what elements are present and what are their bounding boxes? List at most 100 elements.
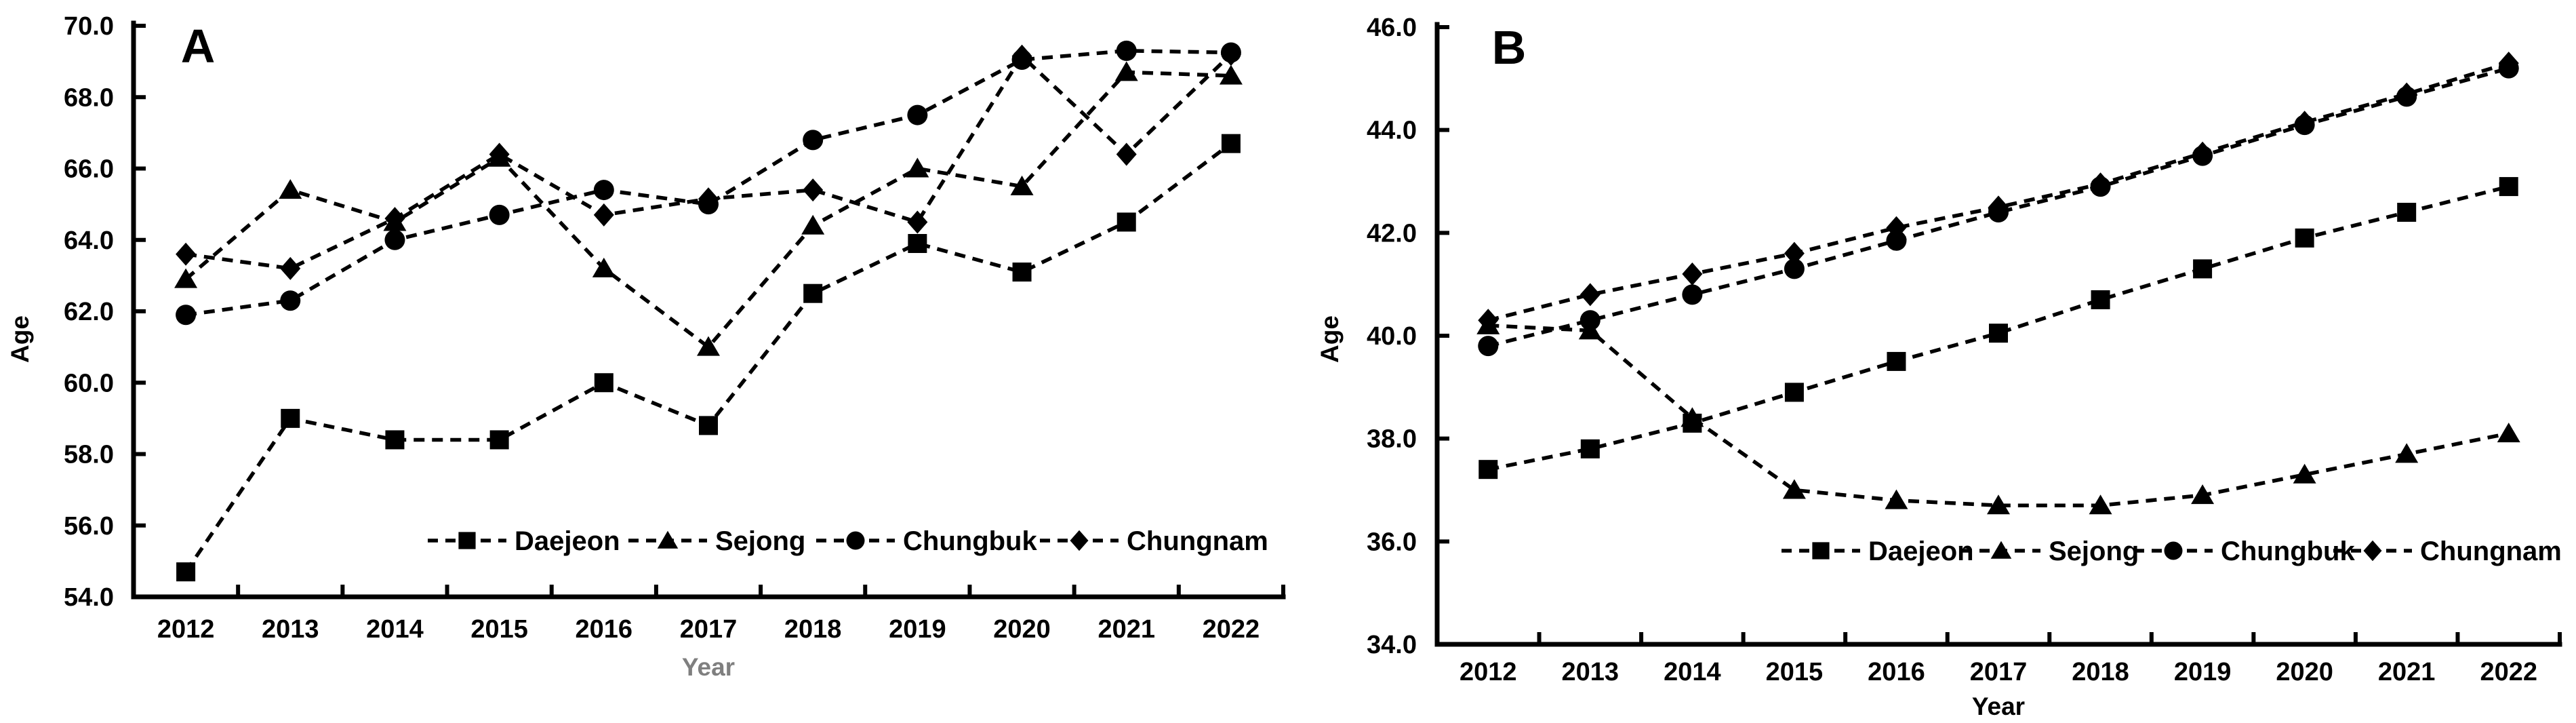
y-tick-label: 38.0 xyxy=(1367,425,1417,454)
triangle-marker xyxy=(697,336,720,356)
legend-item-chungnam: Chungnam xyxy=(1040,526,1268,556)
triangle-marker xyxy=(2395,443,2419,463)
series-line xyxy=(184,70,1231,350)
series-line xyxy=(185,49,1231,317)
x-category-label: 2021 xyxy=(1098,615,1155,644)
y-axis-title: Age xyxy=(6,315,34,363)
circle-marker xyxy=(907,104,928,125)
y-tick-label: 68.0 xyxy=(64,83,114,112)
triangle-marker xyxy=(1885,489,1908,509)
triangle-marker xyxy=(1987,494,2010,515)
legend: Daejeon Sejong Chungbuk Chungnam xyxy=(1782,536,2562,566)
circle-marker xyxy=(1784,258,1805,279)
y-tick-label: 46.0 xyxy=(1367,14,1417,42)
circle-marker xyxy=(846,531,865,550)
legend-label: Sejong xyxy=(2049,536,2139,566)
series-chungbuk xyxy=(1478,58,2519,357)
triangle-marker xyxy=(1010,175,1034,195)
legend-item-sejong: Sejong xyxy=(1962,536,2139,566)
circle-marker xyxy=(1682,284,1703,305)
y-tick-label: 42.0 xyxy=(1367,219,1417,248)
panel-b: 46.0 44.0 42.0 40.0 38.0 36.0 34.0 2012 2013 2014… xyxy=(1316,14,2562,720)
legend-item-chungbuk: Chungbuk xyxy=(816,526,1037,556)
diamond-marker xyxy=(280,256,301,280)
legend-item-chungnam: Chungnam xyxy=(2333,536,2562,566)
legend-item-sejong: Sejong xyxy=(628,526,805,556)
x-ticks: 2012 2013 2014 2015 2016 2017 2018 2019 2020 2021… xyxy=(1435,632,2562,686)
triangle-marker xyxy=(1782,479,1806,499)
diamond-marker xyxy=(1116,142,1137,166)
x-category-label: 2021 xyxy=(2378,658,2436,686)
circle-marker xyxy=(1116,40,1137,61)
x-category-label: 2013 xyxy=(262,615,319,644)
series-group xyxy=(174,40,1243,582)
square-marker xyxy=(1478,460,1498,480)
square-marker xyxy=(385,430,405,450)
series-line xyxy=(1487,61,2510,322)
legend-label: Chungnam xyxy=(1127,526,1268,556)
diamond-marker xyxy=(176,242,197,266)
square-marker xyxy=(1887,351,1906,371)
square-marker xyxy=(2193,259,2213,279)
series-line xyxy=(1488,324,2510,507)
legend-label: Chungbuk xyxy=(2221,536,2355,566)
square-marker xyxy=(281,408,300,428)
x-ticks: 2012 2013 2014 2015 2016 2017 2018 2019 2020 2021… xyxy=(132,585,1285,644)
diamond-marker xyxy=(1070,530,1089,551)
square-marker xyxy=(699,416,718,435)
x-category-label: 2014 xyxy=(366,615,424,644)
legend-item-chungbuk: Chungbuk xyxy=(2134,536,2355,566)
diamond-marker xyxy=(2363,540,2382,562)
x-category-label: 2015 xyxy=(1766,658,1824,686)
triangle-marker xyxy=(801,214,825,235)
square-marker xyxy=(1784,383,1804,402)
y-tick-label: 70.0 xyxy=(64,12,114,41)
diamond-marker xyxy=(384,207,405,231)
triangle-marker xyxy=(2497,423,2520,443)
square-marker xyxy=(176,562,196,582)
square-marker xyxy=(2397,203,2417,222)
x-category-label: 2016 xyxy=(576,615,633,644)
axes xyxy=(131,20,1286,600)
x-category-label: 2014 xyxy=(1664,658,1721,686)
y-tick-label: 62.0 xyxy=(64,298,114,326)
square-marker xyxy=(1812,542,1830,560)
x-category-label: 2018 xyxy=(784,615,842,644)
y-tick-label: 34.0 xyxy=(1367,631,1417,659)
square-marker xyxy=(2499,177,2518,197)
x-category-label: 2019 xyxy=(889,615,946,644)
square-marker xyxy=(2295,228,2314,248)
triangle-marker xyxy=(906,157,929,178)
y-axis-title: Age xyxy=(1316,315,1344,363)
square-marker xyxy=(2091,290,2110,309)
y-tick-label: 66.0 xyxy=(64,155,114,184)
triangle-marker xyxy=(279,179,302,199)
y-ticks: 46.0 44.0 42.0 40.0 38.0 36.0 34.0 xyxy=(1367,14,1449,659)
series-line xyxy=(185,53,1232,271)
x-category-label: 2022 xyxy=(2480,658,2537,686)
y-tick-label: 64.0 xyxy=(64,227,114,255)
legend-label: Sejong xyxy=(715,526,805,556)
x-category-label: 2022 xyxy=(1203,615,1260,644)
diamond-marker xyxy=(489,142,510,166)
x-category-label: 2020 xyxy=(993,615,1051,644)
y-tick-label: 60.0 xyxy=(64,369,114,397)
series-chungbuk xyxy=(176,40,1241,326)
x-category-label: 2019 xyxy=(2174,658,2232,686)
circle-marker xyxy=(698,194,719,215)
series-daejeon xyxy=(176,134,1241,582)
triangle-marker xyxy=(1681,407,1704,427)
square-marker xyxy=(908,234,927,254)
circle-marker xyxy=(489,204,510,225)
square-marker xyxy=(458,532,476,549)
diamond-marker xyxy=(1682,262,1703,286)
x-category-label: 2017 xyxy=(680,615,738,644)
y-ticks: 70.0 68.0 66.0 64.0 62.0 60.0 58.0 56.0 54.0 xyxy=(64,12,146,612)
triangle-marker xyxy=(2089,494,2112,515)
circle-marker xyxy=(2498,58,2519,79)
diamond-marker xyxy=(1478,309,1499,332)
y-tick-label: 36.0 xyxy=(1367,528,1417,556)
x-category-label: 2016 xyxy=(1868,658,1925,686)
diamond-marker xyxy=(1784,241,1805,265)
